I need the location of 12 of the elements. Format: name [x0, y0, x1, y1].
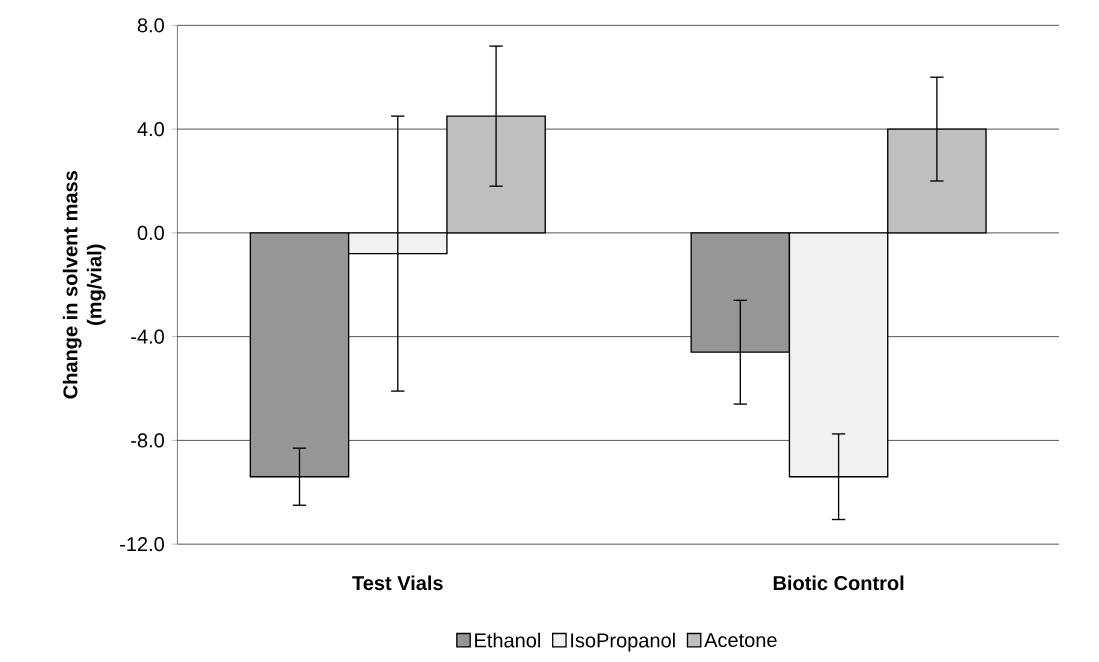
y-tick-label: -4.0 [131, 329, 164, 344]
y-tick-label: 4.0 [137, 122, 164, 137]
y-tick-label: 8.0 [137, 18, 164, 33]
legend-label: Ethanol [475, 633, 540, 648]
x-tick-label: Test Vials [352, 575, 443, 591]
y-tick-label: -12.0 [120, 537, 164, 552]
y-tick-label: 0.0 [137, 226, 164, 241]
y-tick-label: -8.0 [131, 433, 164, 448]
y-axis-title: Change in solvent mass (mg/vial) [62, 171, 106, 399]
x-tick-label: Biotic Control [773, 575, 904, 591]
legend-label: Acetone [704, 633, 777, 648]
legend-label: IsoPropanol [571, 633, 675, 652]
